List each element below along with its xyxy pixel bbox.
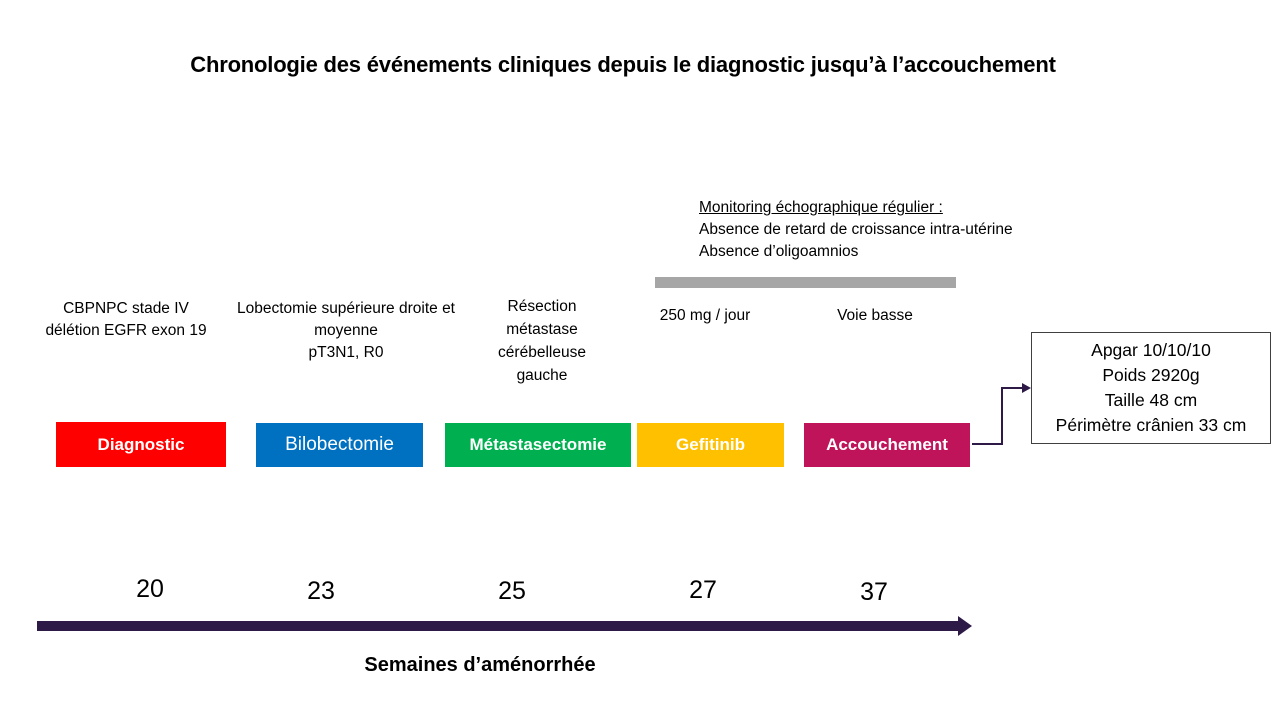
- event-box-diagnostic: Diagnostic: [56, 422, 226, 467]
- monitoring-heading: Monitoring échographique régulier :: [699, 199, 943, 216]
- description-line: gauche: [516, 367, 568, 384]
- description-line: Lobectomie supérieure droite et: [237, 300, 455, 317]
- event-box-accouchement: Accouchement: [804, 423, 970, 467]
- week-label: 25: [498, 577, 526, 605]
- outcome-head-circumference: Périmètre crânien 33 cm: [1055, 415, 1247, 435]
- connector-arrow: [972, 383, 1031, 445]
- description-line: 250 mg / jour: [659, 307, 751, 324]
- timeline-axis-arrow: [37, 616, 972, 636]
- event-description-gefitinib: 250 mg / jour: [640, 305, 770, 327]
- neonatal-outcome-box: Apgar 10/10/10 Poids 2920g Taille 48 cm …: [1031, 332, 1271, 444]
- outcome-height: Taille 48 cm: [1104, 390, 1198, 410]
- description-line: Voie basse: [837, 307, 913, 324]
- event-description-accouchement: Voie basse: [815, 305, 935, 327]
- description-line: Résection: [507, 298, 577, 315]
- event-description-diagnostic: CBPNPC stade IV délétion EGFR exon 19: [36, 298, 216, 342]
- event-box-metastasectomie: Métastasectomie: [445, 423, 631, 467]
- event-description-bilobectomie: Lobectomie supérieure droite et moyenne …: [216, 298, 476, 364]
- diagram-title: Chronologie des événements cliniques dep…: [190, 52, 1056, 77]
- outcome-apgar: Apgar 10/10/10: [1091, 340, 1211, 360]
- event-description-metastasectomie: Résection métastase cérébelleuse gauche: [477, 295, 607, 387]
- monitoring-line-2: Absence d’oligoamnios: [699, 243, 859, 260]
- outcome-weight: Poids 2920g: [1102, 365, 1200, 385]
- description-line: CBPNPC stade IV: [63, 300, 189, 317]
- event-box-gefitinib: Gefitinib: [637, 423, 784, 467]
- description-line: métastase: [506, 321, 578, 338]
- monitoring-period-bar: [655, 277, 956, 288]
- monitoring-line-1: Absence de retard de croissance intra-ut…: [699, 221, 1013, 238]
- description-line: délétion EGFR exon 19: [45, 322, 207, 339]
- week-label: 20: [136, 575, 164, 603]
- week-label: 23: [307, 577, 335, 605]
- description-line: cérébelleuse: [498, 344, 586, 361]
- event-box-bilobectomie: Bilobectomie: [256, 423, 423, 467]
- axis-label: Semaines d’aménorrhée: [364, 654, 596, 676]
- week-label: 37: [860, 578, 888, 606]
- monitoring-note: Monitoring échographique régulier : Abse…: [699, 197, 1013, 263]
- description-line: pT3N1, R0: [308, 344, 384, 361]
- week-label: 27: [689, 576, 717, 604]
- description-line: moyenne: [314, 322, 378, 339]
